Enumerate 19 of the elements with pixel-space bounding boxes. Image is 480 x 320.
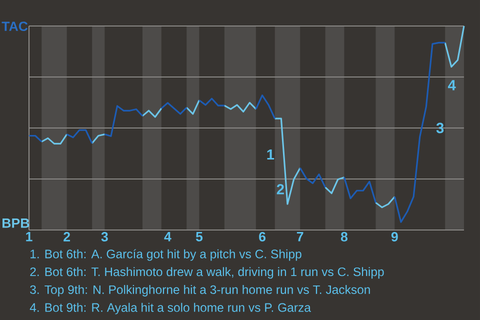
annotation: BPB [2,218,30,228]
x-tick-label: 3 [101,232,108,242]
annotation: 4 [448,80,456,90]
text: 1. Bot 6th: A. García got hit by a pitch vs C. Shipp [30,249,302,261]
annotation: 2 [276,184,284,194]
x-tick-label: 6 [259,232,266,242]
x-tick-label: 7 [296,232,304,242]
x-tick-label: 9 [391,232,398,242]
x-tick-label: 1 [26,232,32,242]
text: TAC [2,22,28,32]
text: 2. Bot 6th: T. Hashimoto drew a walk, driving in 1 run vs C. Shipp [30,267,384,279]
text: 3. Top 9th: N. Polkinghorne hit a 3-run home run vs T. Jackson [30,285,370,296]
annotation: 1 [267,149,274,160]
x-tick-label: 5 [196,232,203,242]
text: 4. Bot 9th: R. Ayala hit a solo home run vs P. Garza [30,302,311,314]
x-tick-label: 4 [164,232,172,242]
annotation: 3 [436,122,444,134]
x-tick-label: 2 [64,232,70,242]
x-tick-label: 8 [340,232,348,242]
